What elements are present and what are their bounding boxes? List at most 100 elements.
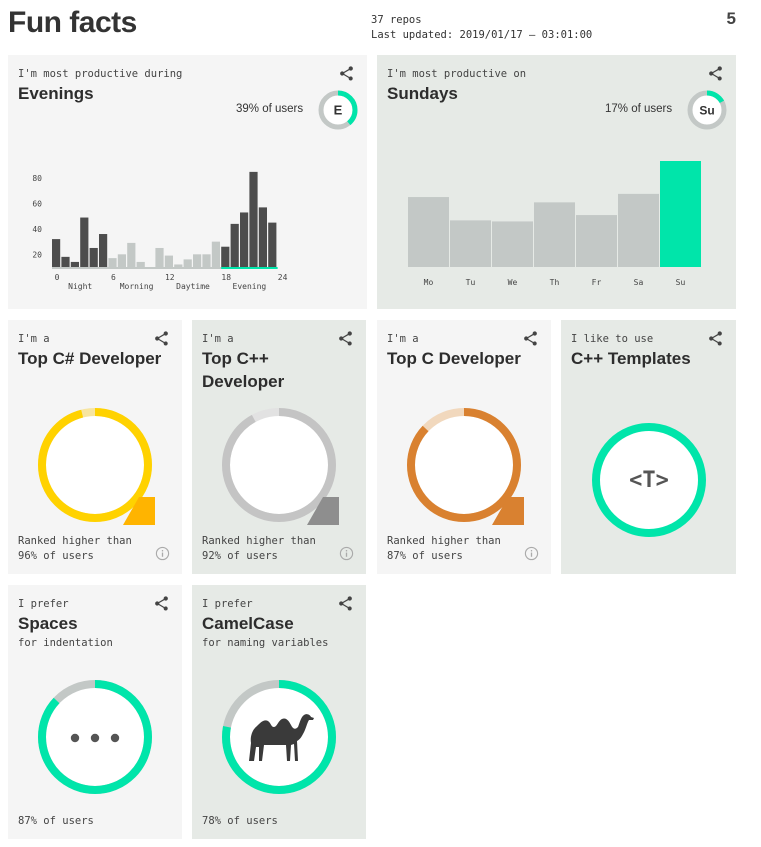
csharp-badge: C# bbox=[38, 408, 155, 525]
hexagon-icon bbox=[307, 497, 339, 525]
day-label: We bbox=[508, 278, 518, 287]
highlight-line bbox=[221, 267, 278, 269]
day-bar bbox=[450, 220, 491, 267]
hour-chart: 20 40 60 80 0 6 12 18 24 Night Morning Daytime Eveni… bbox=[32, 171, 288, 291]
x-axis-line bbox=[52, 267, 278, 269]
card-label: I'm most productive on bbox=[387, 68, 527, 80]
share-icon[interactable] bbox=[153, 595, 170, 612]
card-label: I'm most productive during bbox=[18, 68, 183, 80]
x-tick-label: 0 bbox=[55, 273, 60, 282]
info-icon[interactable] bbox=[339, 546, 354, 561]
rank-text: Ranked higher than 96% of users bbox=[18, 534, 132, 564]
share-icon[interactable] bbox=[153, 330, 170, 347]
card-label: I'm a bbox=[202, 333, 234, 345]
day-chart: Mo Tu We Th Fr Sa Su bbox=[408, 161, 701, 287]
hour-bar bbox=[99, 234, 108, 267]
card-sundays: I'm most productive on Sundays 17% of us… bbox=[377, 55, 736, 309]
y-tick-label: 40 bbox=[32, 225, 42, 234]
hexagon-icon bbox=[492, 497, 524, 525]
card-cpp: I'm a Top C++ Developer C++ Ranked highe… bbox=[192, 320, 366, 574]
card-title: Sundays bbox=[387, 84, 458, 103]
info-icon[interactable] bbox=[524, 546, 539, 561]
hour-bar bbox=[249, 171, 258, 267]
info-icon[interactable] bbox=[155, 546, 170, 561]
hour-bar bbox=[202, 254, 211, 267]
csharp-logo: C# bbox=[84, 456, 106, 475]
rank-line-1: Ranked higher than bbox=[18, 535, 132, 547]
templates-logo: <T> bbox=[629, 468, 669, 493]
card-label: I prefer bbox=[202, 598, 253, 610]
card-label: I prefer bbox=[18, 598, 69, 610]
day-label: Su bbox=[676, 278, 686, 287]
pct-text: 78% of users bbox=[202, 815, 278, 827]
cpp-logo: C++ bbox=[264, 458, 294, 475]
repo-meta: 37 repos Last updated: 2019/01/17 – 03:0… bbox=[371, 13, 592, 43]
rank-text: Ranked higher than 92% of users bbox=[202, 534, 316, 564]
x-tick-label: 6 bbox=[111, 273, 116, 282]
day-bar bbox=[576, 215, 617, 267]
x-tick-label: 18 bbox=[221, 273, 231, 282]
day-bar bbox=[534, 202, 575, 267]
x-tick-label: 24 bbox=[278, 273, 288, 282]
period-label: Daytime bbox=[176, 282, 210, 291]
evenings-pct: 39% of users bbox=[236, 103, 304, 115]
day-bar bbox=[492, 221, 533, 267]
card-title: CamelCase bbox=[202, 614, 294, 633]
card-c: I'm a Top C Developer C Ranked higher th… bbox=[377, 320, 551, 574]
day-label: Fr bbox=[592, 278, 602, 287]
share-icon[interactable] bbox=[338, 65, 355, 82]
day-label: Sa bbox=[634, 278, 644, 287]
page-title: Fun facts bbox=[8, 6, 137, 39]
share-icon[interactable] bbox=[707, 330, 724, 347]
period-label: Morning bbox=[120, 282, 154, 291]
hour-bar bbox=[174, 264, 183, 267]
last-updated: Last updated: 2019/01/17 – 03:01:00 bbox=[371, 29, 593, 41]
hour-bar bbox=[117, 254, 126, 267]
rank-text: Ranked higher than 87% of users bbox=[387, 534, 501, 564]
hour-bar bbox=[211, 241, 220, 267]
sundays-ring: Su bbox=[687, 90, 727, 130]
hour-bar bbox=[268, 222, 277, 267]
rank-line-1: Ranked higher than bbox=[202, 535, 316, 547]
day-bar bbox=[408, 197, 449, 267]
y-tick-label: 80 bbox=[32, 174, 42, 183]
card-evenings: I'm most productive during Evenings 39% … bbox=[8, 55, 367, 309]
y-tick-label: 60 bbox=[32, 200, 42, 209]
hour-bar bbox=[108, 258, 117, 267]
hour-bar bbox=[155, 247, 164, 267]
hour-bar bbox=[221, 246, 230, 267]
hexagon-icon bbox=[123, 497, 155, 525]
card-camelcase: I prefer CamelCase for naming variables … bbox=[192, 585, 366, 839]
card-title: Spaces bbox=[18, 614, 78, 633]
day-label: Th bbox=[550, 278, 560, 287]
day-label: Tu bbox=[466, 278, 476, 287]
hour-bar bbox=[61, 256, 70, 267]
cpp-badge: C++ bbox=[222, 408, 339, 525]
hour-bar bbox=[52, 239, 61, 267]
period-label: Night bbox=[68, 282, 92, 291]
card-spaces: I prefer Spaces for indentation 87% of u… bbox=[8, 585, 182, 839]
share-icon[interactable] bbox=[337, 595, 354, 612]
rank-line-1: Ranked higher than bbox=[387, 535, 501, 547]
share-icon[interactable] bbox=[337, 330, 354, 347]
hour-bar bbox=[230, 223, 239, 267]
sundays-badge: Su bbox=[699, 104, 714, 118]
hour-bar bbox=[193, 254, 202, 267]
share-icon[interactable] bbox=[707, 65, 724, 82]
rank-line-2: 92% of users bbox=[202, 550, 278, 562]
y-tick-label: 20 bbox=[32, 250, 42, 259]
hour-bar bbox=[70, 261, 79, 267]
card-title: C++ Templates bbox=[571, 349, 691, 368]
x-tick-label: 12 bbox=[165, 273, 175, 282]
facts-count: 5 bbox=[726, 9, 736, 28]
card-subtitle: for naming variables bbox=[202, 637, 329, 649]
camel-icon bbox=[249, 714, 314, 761]
card-label: I'm a bbox=[387, 333, 419, 345]
pct-text: 87% of users bbox=[18, 815, 94, 827]
hour-bar bbox=[164, 255, 173, 267]
share-icon[interactable] bbox=[522, 330, 539, 347]
day-bar bbox=[618, 193, 659, 267]
period-label: Evening bbox=[233, 282, 267, 291]
card-title: Top C Developer bbox=[387, 349, 521, 368]
ellipsis-icon bbox=[70, 733, 120, 743]
